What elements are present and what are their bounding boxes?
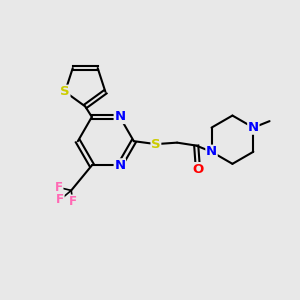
Text: N: N <box>114 110 125 123</box>
Text: F: F <box>56 193 64 206</box>
Text: O: O <box>192 163 203 176</box>
Text: N: N <box>206 145 217 158</box>
Text: N: N <box>248 121 259 134</box>
Text: N: N <box>114 159 125 172</box>
Text: S: S <box>151 138 161 151</box>
Text: F: F <box>55 181 63 194</box>
Text: F: F <box>69 195 77 208</box>
Text: S: S <box>60 85 70 98</box>
